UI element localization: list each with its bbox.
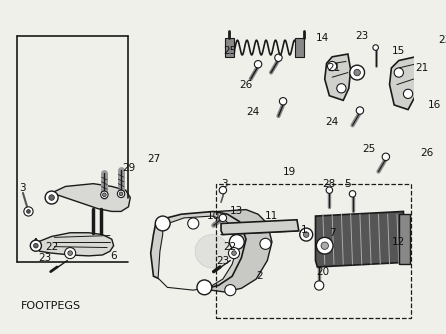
Circle shape <box>197 280 212 295</box>
Circle shape <box>195 234 228 268</box>
Circle shape <box>356 107 363 114</box>
Text: 5: 5 <box>345 179 351 189</box>
Circle shape <box>219 214 227 222</box>
Circle shape <box>188 218 199 229</box>
Circle shape <box>321 242 328 249</box>
Circle shape <box>300 228 313 241</box>
Circle shape <box>423 109 430 116</box>
Text: 22: 22 <box>45 241 58 252</box>
Circle shape <box>119 192 123 196</box>
Text: 10: 10 <box>207 211 220 221</box>
Circle shape <box>254 60 262 68</box>
Bar <box>225 38 234 57</box>
Text: 3: 3 <box>221 179 228 189</box>
Text: 24: 24 <box>246 107 259 117</box>
Polygon shape <box>158 216 238 290</box>
Polygon shape <box>184 210 272 292</box>
Circle shape <box>219 186 227 194</box>
Circle shape <box>349 191 356 197</box>
Text: 23: 23 <box>355 30 368 40</box>
Circle shape <box>101 191 108 198</box>
Circle shape <box>155 216 170 231</box>
Circle shape <box>65 247 76 259</box>
Circle shape <box>33 243 38 248</box>
Text: 23: 23 <box>38 253 52 263</box>
Text: 11: 11 <box>264 211 278 221</box>
Text: 28: 28 <box>322 179 335 189</box>
Text: 23: 23 <box>216 256 230 266</box>
Polygon shape <box>315 211 405 267</box>
Text: 25: 25 <box>224 46 237 56</box>
Circle shape <box>404 89 413 99</box>
Circle shape <box>30 240 41 251</box>
Text: 20: 20 <box>316 267 330 277</box>
Circle shape <box>225 285 236 296</box>
Text: 1: 1 <box>301 225 308 235</box>
Circle shape <box>27 210 30 213</box>
Text: 12: 12 <box>392 237 405 247</box>
Text: 21: 21 <box>415 63 429 73</box>
Circle shape <box>260 238 271 249</box>
Circle shape <box>421 72 428 78</box>
Text: 3: 3 <box>20 183 26 193</box>
Text: 27: 27 <box>147 154 160 164</box>
Circle shape <box>228 247 240 259</box>
Circle shape <box>49 195 54 200</box>
Circle shape <box>417 68 432 83</box>
Circle shape <box>316 237 333 254</box>
Text: 21: 21 <box>327 63 341 73</box>
Circle shape <box>354 69 360 76</box>
Text: 6: 6 <box>110 251 117 261</box>
Circle shape <box>314 281 324 290</box>
Circle shape <box>229 234 244 249</box>
Text: 23: 23 <box>438 35 446 45</box>
Circle shape <box>441 48 446 54</box>
Text: 15: 15 <box>392 46 405 56</box>
Circle shape <box>327 61 337 71</box>
Polygon shape <box>325 54 351 100</box>
Circle shape <box>279 98 287 105</box>
Text: 16: 16 <box>427 100 441 110</box>
Text: 26: 26 <box>420 148 433 158</box>
Circle shape <box>24 207 33 216</box>
Circle shape <box>373 45 379 50</box>
Polygon shape <box>34 233 114 256</box>
Text: 19: 19 <box>283 167 296 177</box>
Text: 7: 7 <box>329 228 335 238</box>
Polygon shape <box>151 211 246 288</box>
Circle shape <box>417 154 425 163</box>
Bar <box>295 38 304 57</box>
Text: 2: 2 <box>256 271 263 281</box>
Text: 13: 13 <box>230 206 244 216</box>
Circle shape <box>337 84 346 93</box>
Text: 26: 26 <box>240 79 253 90</box>
Text: 22: 22 <box>224 241 237 252</box>
Text: FOOTPEGS: FOOTPEGS <box>21 301 81 311</box>
Text: 24: 24 <box>326 117 339 127</box>
Text: 14: 14 <box>316 33 330 43</box>
Circle shape <box>275 54 282 61</box>
Circle shape <box>350 65 364 80</box>
Polygon shape <box>221 220 299 234</box>
Polygon shape <box>436 128 446 168</box>
Polygon shape <box>389 57 417 110</box>
Circle shape <box>117 190 125 197</box>
Circle shape <box>326 187 333 193</box>
Circle shape <box>68 251 72 256</box>
Text: 25: 25 <box>363 144 376 154</box>
Circle shape <box>231 251 236 256</box>
Circle shape <box>382 153 389 161</box>
Circle shape <box>303 232 309 237</box>
Bar <box>216 184 411 318</box>
Circle shape <box>394 68 404 77</box>
Text: 29: 29 <box>122 163 135 173</box>
Polygon shape <box>52 184 130 211</box>
Circle shape <box>103 193 106 197</box>
Polygon shape <box>399 214 410 264</box>
Circle shape <box>45 191 58 204</box>
